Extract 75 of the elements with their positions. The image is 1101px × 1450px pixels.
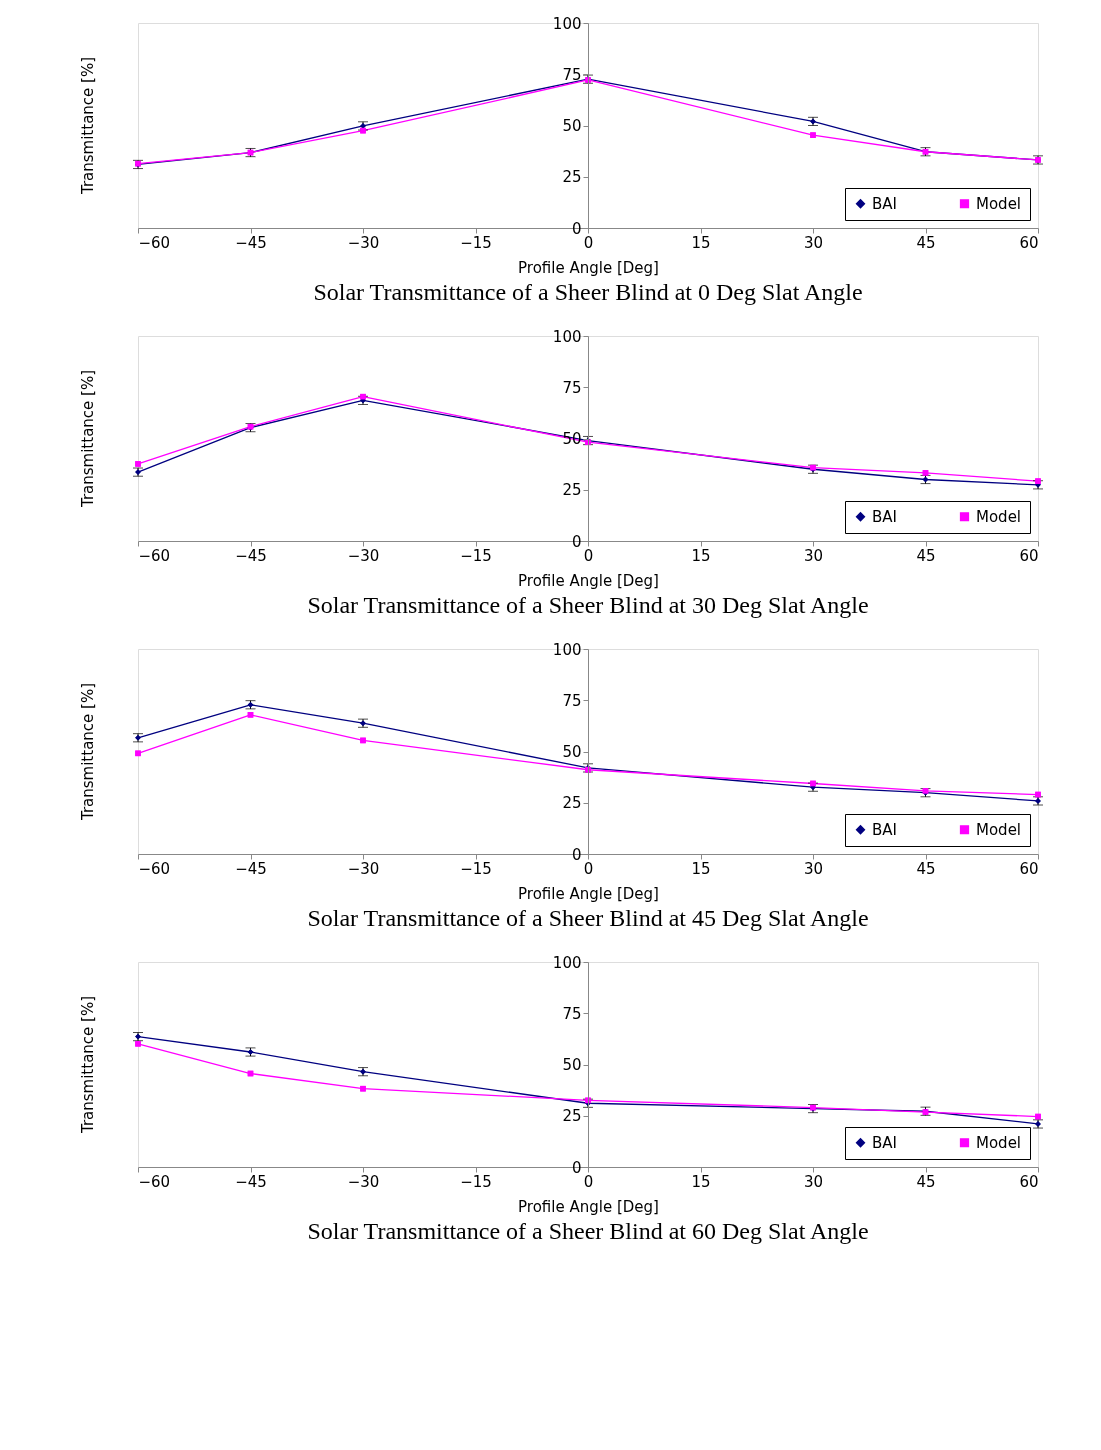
x-tick-label: −15 bbox=[460, 233, 492, 252]
x-tick-label: −60 bbox=[138, 1172, 171, 1191]
x-axis-title: Profile Angle [Deg] bbox=[518, 571, 659, 590]
x-tick-label: 0 bbox=[583, 1172, 594, 1191]
text: Solar Transmittance of a Sheer Blind at 45 Deg Slat Angle bbox=[307, 905, 869, 931]
x-tick-label: −30 bbox=[347, 1172, 380, 1191]
y-tick-label: 25 bbox=[562, 481, 582, 500]
legend-label: Model bbox=[976, 194, 1022, 213]
y-tick-label: 75 bbox=[562, 65, 582, 84]
x-tick-label: 30 bbox=[803, 233, 824, 252]
x-tick-label: 30 bbox=[803, 859, 824, 878]
text: Solar Transmittance of a Sheer Blind at 0 Deg Slat Angle bbox=[313, 279, 863, 305]
y-axis-title: Transmittance [%] bbox=[79, 56, 97, 196]
x-axis-title: Profile Angle [Deg] bbox=[518, 1197, 659, 1216]
legend-label: Model bbox=[976, 1133, 1022, 1152]
legend-label: Model bbox=[976, 507, 1022, 526]
y-tick-label: 75 bbox=[562, 1004, 582, 1023]
x-tick-label: 0 bbox=[583, 233, 594, 252]
y-tick-label: 100 bbox=[552, 14, 582, 33]
y-tick-label: 25 bbox=[562, 168, 582, 187]
text: Solar Transmittance of a Sheer Blind at 60 Deg Slat Angle bbox=[307, 1218, 869, 1244]
y-axis-title: Transmittance [%] bbox=[79, 995, 97, 1135]
x-tick-label: 45 bbox=[916, 1172, 936, 1191]
x-tick-label: −45 bbox=[235, 859, 267, 878]
legend-label: BAI bbox=[872, 1133, 897, 1152]
x-tick-label: 45 bbox=[916, 546, 936, 565]
x-tick-label: 15 bbox=[691, 546, 711, 565]
y-axis-title: Transmittance [%] bbox=[79, 369, 97, 509]
x-tick-label: −60 bbox=[138, 859, 171, 878]
x-tick-label: 30 bbox=[803, 1172, 824, 1191]
x-tick-label: 60 bbox=[1019, 546, 1039, 565]
x-tick-label: −30 bbox=[347, 546, 380, 565]
y-tick-label: 100 bbox=[552, 953, 582, 972]
x-tick-label: −30 bbox=[347, 233, 380, 252]
x-tick-label: 15 bbox=[691, 233, 711, 252]
x-tick-label: −15 bbox=[460, 1172, 492, 1191]
x-tick-label: −60 bbox=[138, 546, 171, 565]
x-axis-title: Profile Angle [Deg] bbox=[518, 258, 659, 277]
x-tick-label: 60 bbox=[1019, 859, 1039, 878]
y-tick-label: 0 bbox=[571, 1158, 582, 1177]
x-tick-label: 60 bbox=[1019, 1172, 1039, 1191]
legend-label: BAI bbox=[872, 507, 897, 526]
x-tick-label: 45 bbox=[916, 859, 936, 878]
legend-label: BAI bbox=[872, 194, 897, 213]
y-tick-label: 25 bbox=[562, 794, 582, 813]
y-tick-label: 75 bbox=[562, 691, 582, 710]
x-tick-label: 0 bbox=[583, 859, 594, 878]
y-tick-label: 100 bbox=[552, 327, 582, 346]
y-tick-label: 75 bbox=[562, 378, 582, 397]
x-tick-label: −30 bbox=[347, 859, 380, 878]
y-tick-label: 0 bbox=[571, 219, 582, 238]
y-tick-label: 50 bbox=[562, 1056, 582, 1074]
y-tick-label: 0 bbox=[571, 532, 582, 551]
x-tick-label: −45 bbox=[235, 1172, 267, 1191]
x-tick-label: 15 bbox=[691, 859, 711, 878]
y-tick-label: 50 bbox=[562, 117, 582, 135]
x-tick-label: −60 bbox=[138, 233, 171, 252]
x-tick-label: 15 bbox=[691, 1172, 711, 1191]
x-tick-label: −15 bbox=[460, 859, 492, 878]
x-tick-label: 45 bbox=[916, 233, 936, 252]
x-tick-label: −45 bbox=[235, 546, 267, 565]
x-tick-label: 0 bbox=[583, 546, 594, 565]
x-tick-label: −45 bbox=[235, 233, 267, 252]
x-tick-label: 30 bbox=[803, 546, 824, 565]
x-tick-label: −15 bbox=[460, 546, 492, 565]
x-tick-label: 60 bbox=[1019, 233, 1039, 252]
y-tick-label: 0 bbox=[571, 845, 582, 864]
x-axis-title: Profile Angle [Deg] bbox=[518, 884, 659, 903]
text: Solar Transmittance of a Sheer Blind at 30 Deg Slat Angle bbox=[307, 592, 869, 618]
legend-label: BAI bbox=[872, 820, 897, 839]
y-tick-label: 100 bbox=[552, 640, 582, 659]
legend-label: Model bbox=[976, 820, 1022, 839]
y-tick-label: 25 bbox=[562, 1107, 582, 1126]
y-axis-title: Transmittance [%] bbox=[79, 682, 97, 822]
y-tick-label: 50 bbox=[562, 743, 582, 761]
